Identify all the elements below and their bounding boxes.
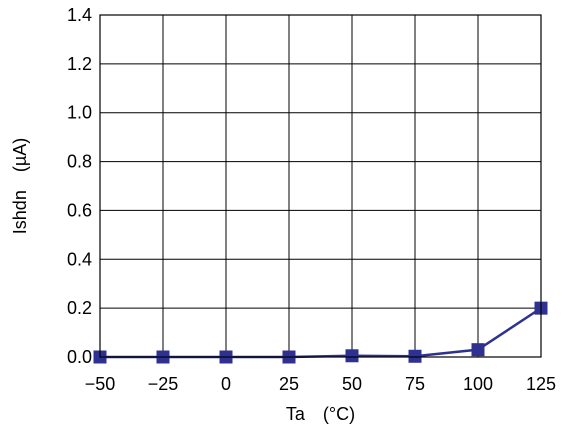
x-tick-label: 125 bbox=[526, 374, 556, 394]
plot-frame bbox=[99, 14, 542, 358]
y-tick-label: 1.4 bbox=[67, 5, 92, 25]
data-point-marker bbox=[408, 349, 422, 363]
x-tick-label: −25 bbox=[148, 374, 179, 394]
y-tick-labels: 0.0 0.2 0.4 0.6 0.8 1.0 1.2 1.4 bbox=[67, 5, 92, 367]
y-tick-label: 0.4 bbox=[67, 249, 92, 269]
x-tick-label: 75 bbox=[405, 374, 425, 394]
data-point-marker bbox=[471, 343, 485, 357]
y-tick-label: 0.8 bbox=[67, 152, 92, 172]
grid bbox=[100, 15, 541, 357]
y-tick-label: 1.0 bbox=[67, 103, 92, 123]
data-point-marker bbox=[345, 349, 359, 363]
x-tick-label: 0 bbox=[221, 374, 231, 394]
x-tick-label: 25 bbox=[279, 374, 299, 394]
y-tick-label: 0.6 bbox=[67, 200, 92, 220]
y-tick-label: 0.0 bbox=[67, 347, 92, 367]
y-tick-label: 0.2 bbox=[67, 298, 92, 318]
x-tick-label: −50 bbox=[85, 374, 116, 394]
x-tick-labels: −50 −25 0 25 50 75 100 125 bbox=[85, 374, 556, 394]
series-layer bbox=[93, 301, 548, 364]
x-tick-label: 50 bbox=[342, 374, 362, 394]
x-tick-label: 100 bbox=[463, 374, 493, 394]
y-axis-title: Ishdn (µA) bbox=[10, 138, 30, 234]
x-axis-title: Ta (°C) bbox=[286, 404, 355, 424]
y-tick-label: 1.2 bbox=[67, 54, 92, 74]
